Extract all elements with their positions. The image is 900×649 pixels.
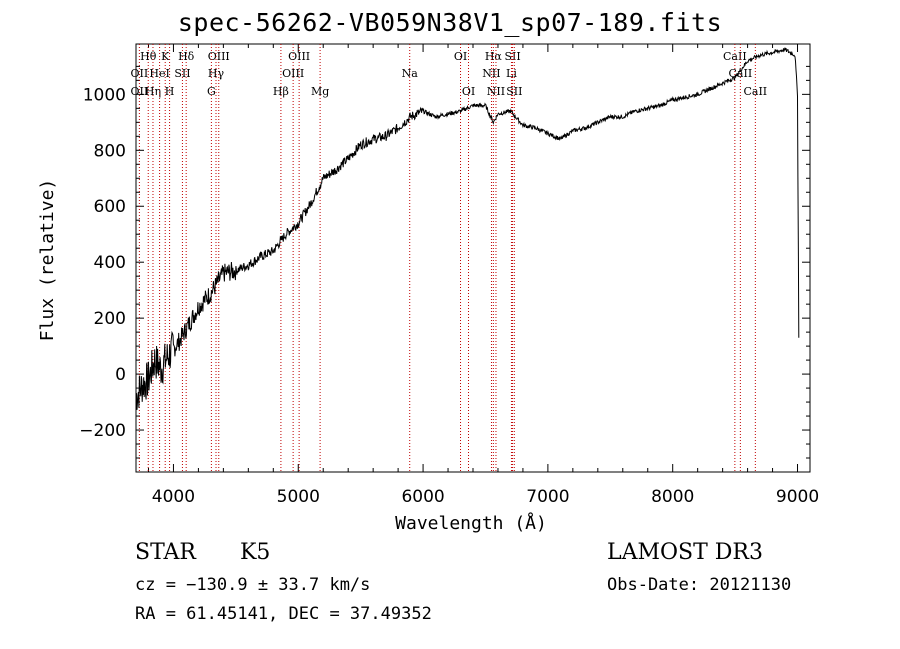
survey-name: LAMOST DR3: [607, 540, 763, 565]
spectral-line-label: OI: [462, 85, 475, 98]
spectral-line-label: Hθ: [140, 50, 157, 63]
y-tick-label: 1000: [83, 85, 126, 105]
y-tick-label: 0: [115, 365, 126, 385]
spectral-line-label: Na: [402, 67, 419, 80]
spectrum-series: [135, 47, 800, 410]
y-tick-label: 800: [94, 141, 126, 161]
object-class: STAR: [135, 540, 196, 565]
spectral-line-label: HeI: [149, 67, 169, 80]
spectral-line-label: OIII: [282, 67, 304, 80]
spectral-line-label: OIII: [288, 50, 310, 63]
redshift-readout: cz = −130.9 ± 33.7 km/s: [135, 575, 371, 595]
y-tick-label: 200: [94, 309, 126, 329]
chart-title: spec-56262-VB059N38V1_sp07-189.fits: [177, 8, 723, 37]
y-axis-label: Flux (relative): [37, 179, 58, 342]
spectral-line-label: G: [207, 85, 216, 98]
spectral-line-label: Hγ: [208, 67, 225, 80]
obs-date: Obs-Date: 20121130: [607, 575, 792, 595]
x-tick-label: 5000: [277, 487, 320, 507]
x-tick-label: 8000: [651, 487, 694, 507]
spectral-line-label: CaII: [723, 50, 747, 63]
object-subclass: K5: [240, 540, 271, 565]
y-tick-label: 400: [94, 253, 126, 273]
spectral-line-label: NII: [482, 67, 500, 80]
spectral-line-label: H: [165, 85, 175, 98]
spectral-line-label: OI: [454, 50, 467, 63]
spectral-line-label: SII: [174, 67, 190, 80]
spectral-line-label: Hδ: [178, 50, 195, 63]
x-tick-label: 4000: [152, 487, 195, 507]
plot-border: [135, 43, 811, 473]
spectral-line-label: SII: [506, 85, 522, 98]
spectral-line-label: OIII: [208, 50, 230, 63]
x-axis-label: Wavelength (Å): [395, 512, 547, 534]
y-tick-label: 600: [94, 197, 126, 217]
axis-ticks: 4000 5000 6000 7000 8000 9000 −200 0 200 400 600 80…: [79, 44, 819, 507]
spectral-line-label: OII: [131, 85, 149, 98]
spectral-line-label: OII: [131, 67, 149, 80]
spectrum-line: [135, 47, 800, 410]
spectral-line-label: SII: [504, 50, 520, 63]
spectral-line-label: Hα: [485, 50, 503, 63]
spectral-line-label: NII: [487, 85, 505, 98]
y-tick-label: −200: [79, 421, 126, 441]
coordinates: RA = 61.45141, DEC = 37.49352: [135, 604, 432, 624]
x-tick-label: 9000: [776, 487, 819, 507]
spectral-line-label: Hβ: [273, 85, 289, 98]
spectral-line-label: Mg: [311, 85, 329, 98]
spectral-line-label: CaII: [743, 85, 767, 98]
spectral-line-label: Li: [506, 67, 517, 80]
spectral-line-label: Hη: [145, 85, 161, 98]
spectral-line-label: CaII: [729, 67, 753, 80]
spectral-line-label: K: [161, 50, 170, 63]
x-tick-label: 7000: [526, 487, 569, 507]
x-tick-label: 6000: [401, 487, 444, 507]
plot-frame: [135, 43, 811, 473]
